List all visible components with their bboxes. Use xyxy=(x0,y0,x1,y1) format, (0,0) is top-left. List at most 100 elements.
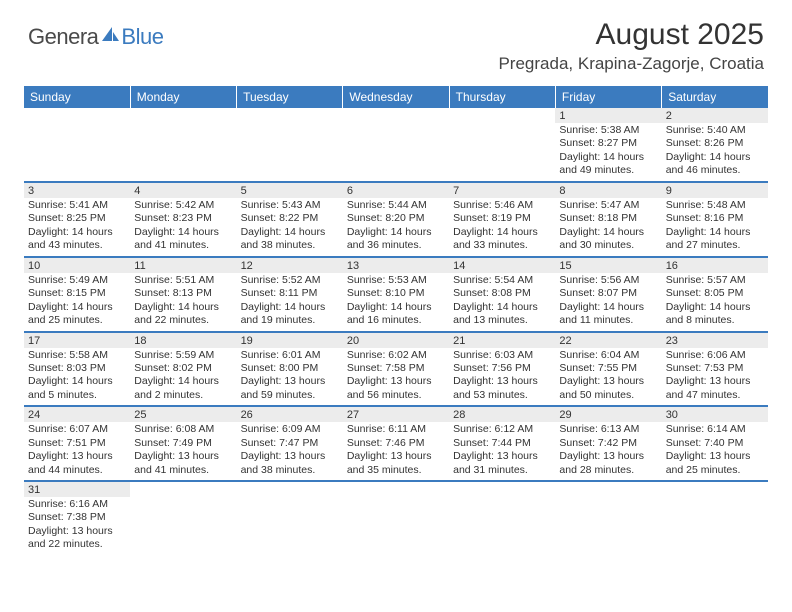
calendar-day-cell xyxy=(130,108,236,182)
daylight-line: Daylight: 14 hours and 2 minutes. xyxy=(134,375,232,402)
empty-day xyxy=(343,482,449,497)
calendar-day-cell: 28Sunrise: 6:12 AMSunset: 7:44 PMDayligh… xyxy=(449,406,555,481)
calendar-day-cell: 22Sunrise: 6:04 AMSunset: 7:55 PMDayligh… xyxy=(555,332,661,407)
day-number: 6 xyxy=(343,183,449,198)
sunrise-line: Sunrise: 5:47 AM xyxy=(559,199,657,212)
empty-day xyxy=(555,482,661,497)
day-number: 13 xyxy=(343,258,449,273)
calendar-day-cell: 1Sunrise: 5:38 AMSunset: 8:27 PMDaylight… xyxy=(555,108,661,182)
sunset-line: Sunset: 8:10 PM xyxy=(347,287,445,300)
day-number: 19 xyxy=(237,333,343,348)
calendar-day-cell: 16Sunrise: 5:57 AMSunset: 8:05 PMDayligh… xyxy=(662,257,768,332)
sunset-line: Sunset: 8:03 PM xyxy=(28,362,126,375)
sunrise-line: Sunrise: 6:08 AM xyxy=(134,423,232,436)
sunset-line: Sunset: 7:38 PM xyxy=(28,511,126,524)
day-details: Sunrise: 5:53 AMSunset: 8:10 PMDaylight:… xyxy=(343,273,449,331)
sunrise-line: Sunrise: 5:46 AM xyxy=(453,199,551,212)
daylight-line: Daylight: 14 hours and 36 minutes. xyxy=(347,226,445,253)
calendar-day-cell: 8Sunrise: 5:47 AMSunset: 8:18 PMDaylight… xyxy=(555,182,661,257)
calendar-day-cell: 27Sunrise: 6:11 AMSunset: 7:46 PMDayligh… xyxy=(343,406,449,481)
calendar-day-cell: 14Sunrise: 5:54 AMSunset: 8:08 PMDayligh… xyxy=(449,257,555,332)
sunset-line: Sunset: 7:51 PM xyxy=(28,437,126,450)
calendar-day-cell xyxy=(555,481,661,555)
day-details: Sunrise: 6:16 AMSunset: 7:38 PMDaylight:… xyxy=(24,497,130,555)
calendar-body: 1Sunrise: 5:38 AMSunset: 8:27 PMDaylight… xyxy=(24,108,768,555)
title-block: August 2025 Pregrada, Krapina-Zagorje, C… xyxy=(498,18,764,74)
day-details: Sunrise: 6:11 AMSunset: 7:46 PMDaylight:… xyxy=(343,422,449,480)
day-number: 16 xyxy=(662,258,768,273)
day-details: Sunrise: 5:59 AMSunset: 8:02 PMDaylight:… xyxy=(130,348,236,406)
daylight-line: Daylight: 13 hours and 28 minutes. xyxy=(559,450,657,477)
day-details: Sunrise: 5:56 AMSunset: 8:07 PMDaylight:… xyxy=(555,273,661,331)
calendar-day-cell: 2Sunrise: 5:40 AMSunset: 8:26 PMDaylight… xyxy=(662,108,768,182)
daylight-line: Daylight: 13 hours and 41 minutes. xyxy=(134,450,232,477)
sunrise-line: Sunrise: 6:06 AM xyxy=(666,349,764,362)
sunrise-line: Sunrise: 6:16 AM xyxy=(28,498,126,511)
calendar-week-row: 17Sunrise: 5:58 AMSunset: 8:03 PMDayligh… xyxy=(24,332,768,407)
daylight-line: Daylight: 14 hours and 22 minutes. xyxy=(134,301,232,328)
day-details: Sunrise: 6:07 AMSunset: 7:51 PMDaylight:… xyxy=(24,422,130,480)
daylight-line: Daylight: 13 hours and 22 minutes. xyxy=(28,525,126,552)
calendar-day-cell: 25Sunrise: 6:08 AMSunset: 7:49 PMDayligh… xyxy=(130,406,236,481)
empty-day xyxy=(237,482,343,497)
daylight-line: Daylight: 14 hours and 25 minutes. xyxy=(28,301,126,328)
sunrise-line: Sunrise: 6:14 AM xyxy=(666,423,764,436)
day-number: 30 xyxy=(662,407,768,422)
day-details: Sunrise: 5:57 AMSunset: 8:05 PMDaylight:… xyxy=(662,273,768,331)
day-details: Sunrise: 5:46 AMSunset: 8:19 PMDaylight:… xyxy=(449,198,555,256)
calendar-day-cell: 11Sunrise: 5:51 AMSunset: 8:13 PMDayligh… xyxy=(130,257,236,332)
weekday-header: Sunday xyxy=(24,86,130,108)
empty-day xyxy=(130,108,236,123)
daylight-line: Daylight: 13 hours and 59 minutes. xyxy=(241,375,339,402)
weekday-header: Saturday xyxy=(662,86,768,108)
calendar-day-cell: 6Sunrise: 5:44 AMSunset: 8:20 PMDaylight… xyxy=(343,182,449,257)
sunrise-line: Sunrise: 6:02 AM xyxy=(347,349,445,362)
day-number: 24 xyxy=(24,407,130,422)
sunset-line: Sunset: 8:13 PM xyxy=(134,287,232,300)
calendar-day-cell: 4Sunrise: 5:42 AMSunset: 8:23 PMDaylight… xyxy=(130,182,236,257)
day-details: Sunrise: 5:58 AMSunset: 8:03 PMDaylight:… xyxy=(24,348,130,406)
day-number: 8 xyxy=(555,183,661,198)
sunrise-line: Sunrise: 6:07 AM xyxy=(28,423,126,436)
sunset-line: Sunset: 8:20 PM xyxy=(347,212,445,225)
empty-day xyxy=(449,108,555,123)
daylight-line: Daylight: 14 hours and 30 minutes. xyxy=(559,226,657,253)
sunset-line: Sunset: 8:02 PM xyxy=(134,362,232,375)
day-number: 26 xyxy=(237,407,343,422)
calendar-day-cell: 15Sunrise: 5:56 AMSunset: 8:07 PMDayligh… xyxy=(555,257,661,332)
day-details: Sunrise: 5:51 AMSunset: 8:13 PMDaylight:… xyxy=(130,273,236,331)
day-number: 1 xyxy=(555,108,661,123)
weekday-header: Monday xyxy=(130,86,236,108)
empty-day xyxy=(24,108,130,123)
day-details: Sunrise: 6:06 AMSunset: 7:53 PMDaylight:… xyxy=(662,348,768,406)
sunset-line: Sunset: 8:15 PM xyxy=(28,287,126,300)
weekday-header: Tuesday xyxy=(237,86,343,108)
calendar-week-row: 1Sunrise: 5:38 AMSunset: 8:27 PMDaylight… xyxy=(24,108,768,182)
daylight-line: Daylight: 14 hours and 41 minutes. xyxy=(134,226,232,253)
day-number: 18 xyxy=(130,333,236,348)
calendar-day-cell: 18Sunrise: 5:59 AMSunset: 8:02 PMDayligh… xyxy=(130,332,236,407)
calendar-day-cell xyxy=(449,108,555,182)
calendar-day-cell: 31Sunrise: 6:16 AMSunset: 7:38 PMDayligh… xyxy=(24,481,130,555)
day-details: Sunrise: 5:42 AMSunset: 8:23 PMDaylight:… xyxy=(130,198,236,256)
sunset-line: Sunset: 8:00 PM xyxy=(241,362,339,375)
day-number: 3 xyxy=(24,183,130,198)
daylight-line: Daylight: 13 hours and 44 minutes. xyxy=(28,450,126,477)
sunrise-line: Sunrise: 5:38 AM xyxy=(559,124,657,137)
daylight-line: Daylight: 13 hours and 38 minutes. xyxy=(241,450,339,477)
sunset-line: Sunset: 8:08 PM xyxy=(453,287,551,300)
day-details: Sunrise: 5:41 AMSunset: 8:25 PMDaylight:… xyxy=(24,198,130,256)
daylight-line: Daylight: 14 hours and 43 minutes. xyxy=(28,226,126,253)
daylight-line: Daylight: 13 hours and 35 minutes. xyxy=(347,450,445,477)
day-details: Sunrise: 5:44 AMSunset: 8:20 PMDaylight:… xyxy=(343,198,449,256)
day-details: Sunrise: 5:54 AMSunset: 8:08 PMDaylight:… xyxy=(449,273,555,331)
calendar-day-cell: 13Sunrise: 5:53 AMSunset: 8:10 PMDayligh… xyxy=(343,257,449,332)
sunrise-line: Sunrise: 6:13 AM xyxy=(559,423,657,436)
sunrise-line: Sunrise: 6:11 AM xyxy=(347,423,445,436)
daylight-line: Daylight: 14 hours and 11 minutes. xyxy=(559,301,657,328)
day-number: 17 xyxy=(24,333,130,348)
daylight-line: Daylight: 13 hours and 53 minutes. xyxy=(453,375,551,402)
sunrise-line: Sunrise: 5:44 AM xyxy=(347,199,445,212)
daylight-line: Daylight: 14 hours and 19 minutes. xyxy=(241,301,339,328)
sunrise-line: Sunrise: 5:41 AM xyxy=(28,199,126,212)
